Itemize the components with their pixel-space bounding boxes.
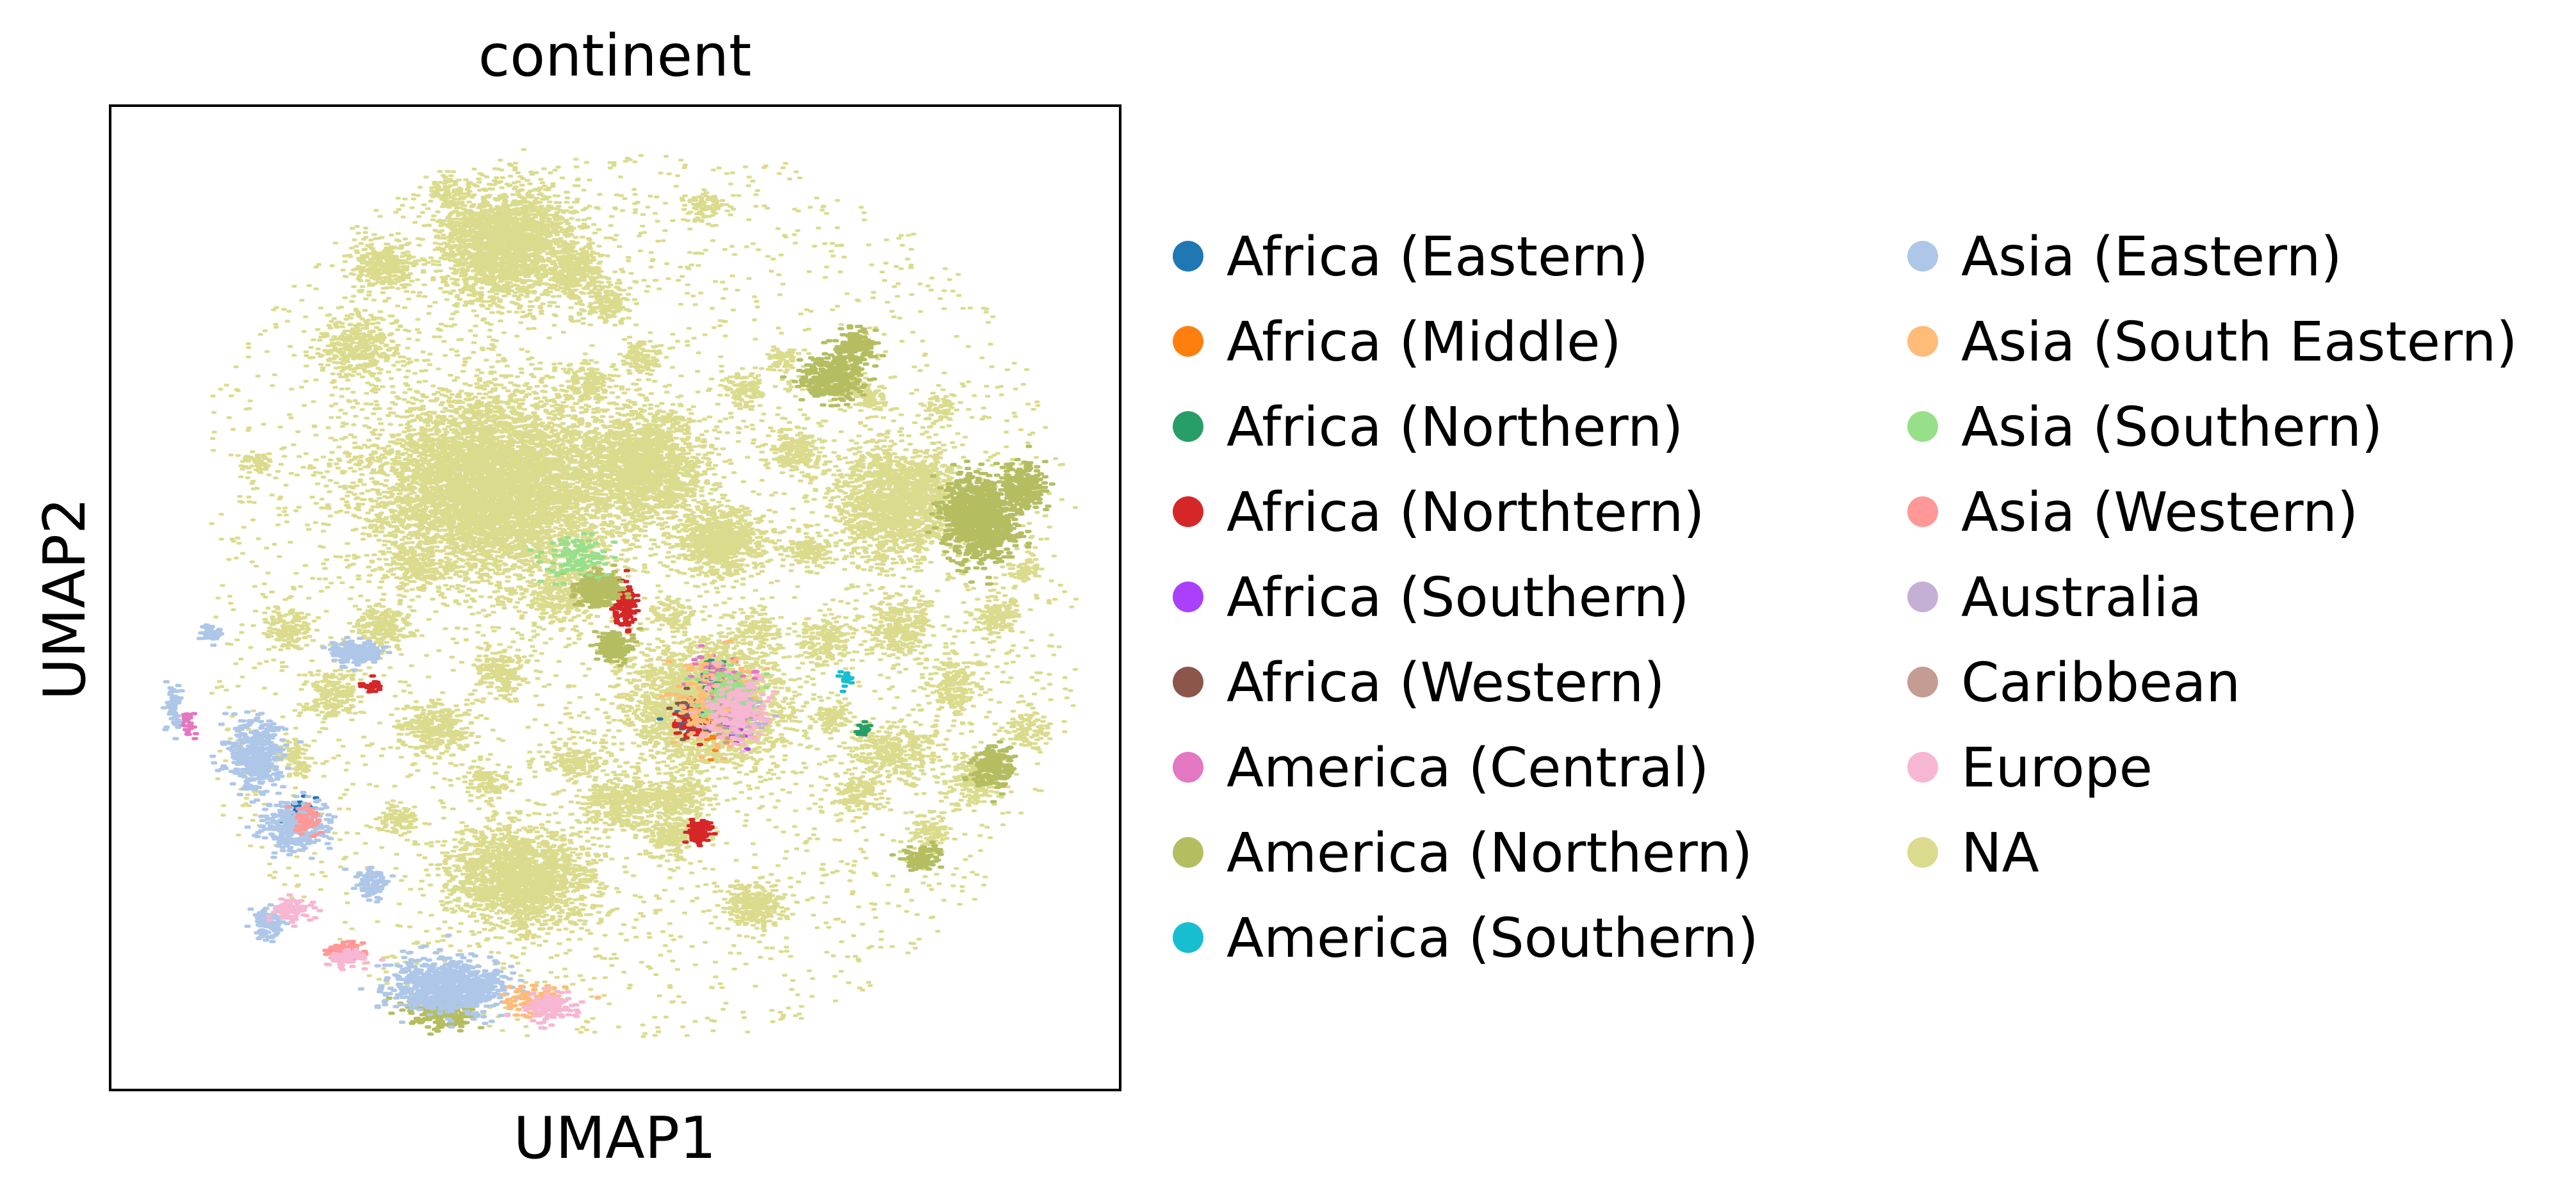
legend-marker	[1907, 752, 1938, 783]
legend-label: Africa (Eastern)	[1227, 225, 1649, 289]
legend-label: Africa (Western)	[1227, 651, 1665, 715]
legend-label: Africa (Northtern)	[1227, 481, 1704, 544]
plot-frame	[109, 104, 1121, 1091]
legend-marker	[1907, 496, 1938, 527]
legend-item: Africa (Western)	[1173, 651, 1665, 715]
legend-label: NA	[1961, 822, 2039, 885]
legend: Africa (Eastern) Africa (Middle) Africa (N…	[1173, 225, 2518, 970]
legend-item: Europe	[1907, 736, 2153, 800]
legend-label: Asia (South Eastern)	[1961, 311, 2518, 374]
legend-label: Asia (Western)	[1961, 481, 2358, 544]
legend-item: Africa (Northern)	[1173, 396, 1683, 459]
legend-item: America (Central)	[1173, 736, 1709, 800]
scatter-series-asia-eastern	[160, 623, 545, 1029]
legend-item: NA	[1907, 822, 2039, 885]
scatter-series-europe	[265, 661, 778, 1030]
legend-label: Australia	[1961, 566, 2202, 630]
legend-marker	[1173, 241, 1203, 272]
legend-marker	[1173, 582, 1203, 612]
legend-label: America (Southern)	[1227, 907, 1759, 970]
x-axis-label: UMAP1	[514, 1105, 717, 1172]
scatter-points	[160, 148, 1079, 1038]
legend-marker	[1907, 667, 1938, 697]
legend-marker	[1907, 241, 1938, 272]
scatter-series-america-southern	[835, 670, 855, 694]
scatter-series-na	[209, 148, 1079, 1038]
y-axis-label: UMAP2	[31, 498, 99, 701]
legend-label: Asia (Southern)	[1961, 396, 2383, 459]
legend-item: Asia (Eastern)	[1907, 225, 2342, 289]
legend-item: America (Northern)	[1173, 822, 1752, 885]
legend-marker	[1173, 837, 1203, 868]
legend-label: Europe	[1961, 736, 2153, 800]
legend-marker	[1173, 922, 1203, 953]
legend-item: Asia (Southern)	[1907, 396, 2383, 459]
legend-marker	[1173, 326, 1203, 357]
scatter-series-america-northern	[386, 324, 1056, 1036]
legend-label: Africa (Southern)	[1227, 566, 1689, 630]
legend-marker	[1907, 326, 1938, 357]
legend-marker	[1907, 837, 1938, 868]
legend-marker	[1907, 582, 1938, 612]
legend-marker	[1907, 411, 1938, 442]
legend-label: Africa (Northern)	[1227, 396, 1683, 459]
legend-item: Caribbean	[1907, 651, 2240, 715]
chart-title: continent	[478, 22, 752, 90]
legend-item: Asia (Western)	[1907, 481, 2358, 544]
legend-item: Africa (Northtern)	[1173, 481, 1704, 544]
legend-label: Africa (Middle)	[1227, 311, 1622, 374]
legend-item: Africa (Middle)	[1173, 311, 1622, 374]
legend-item: America (Southern)	[1173, 907, 1759, 970]
legend-label: Asia (Eastern)	[1961, 225, 2342, 289]
legend-marker	[1173, 667, 1203, 697]
legend-label: Caribbean	[1961, 651, 2240, 715]
legend-marker	[1173, 496, 1203, 527]
legend-item: Australia	[1907, 566, 2202, 630]
legend-marker	[1173, 752, 1203, 783]
legend-label: America (Northern)	[1227, 822, 1752, 885]
legend-marker	[1173, 411, 1203, 442]
legend-item: Asia (South Eastern)	[1907, 311, 2518, 374]
legend-item: Africa (Eastern)	[1173, 225, 1649, 289]
legend-label: America (Central)	[1227, 736, 1709, 800]
legend-item: Africa (Southern)	[1173, 566, 1689, 630]
